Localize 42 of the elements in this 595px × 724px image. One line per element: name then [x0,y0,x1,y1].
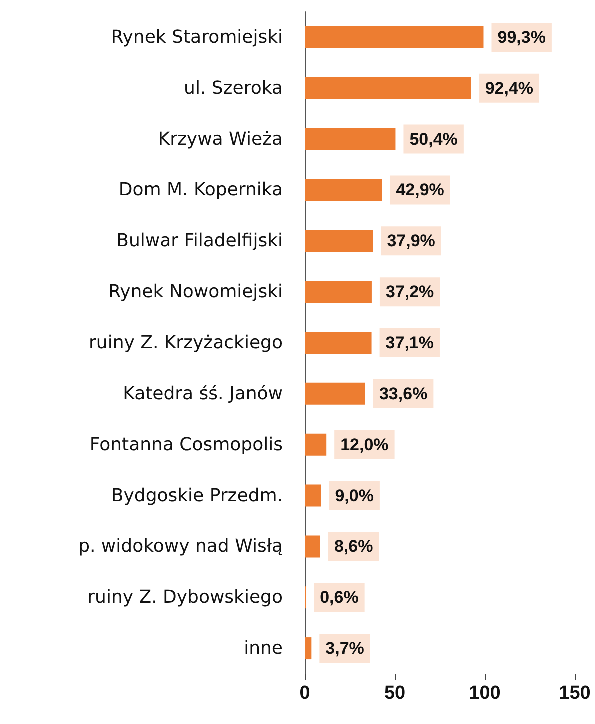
y-tick-label: ruiny Z. Dybowskiego [88,587,283,608]
data-label: 9,0% [335,486,374,506]
data-label: 3,7% [326,639,364,658]
data-label: 37,9% [387,232,436,251]
y-tick-label: p. widokowy nad Wisłą [78,536,283,558]
y-tick-label: Rynek Nowomiejski [108,282,283,303]
y-tick-label: ul. Szeroka [184,78,283,99]
data-label: 37,2% [386,282,434,302]
bar [305,281,372,304]
bar [305,77,472,100]
y-tick-label: Bulwar Filadelfijski [116,230,283,252]
y-tick-label: Bydgoskie Przedm. [111,485,283,506]
x-tick-label: 0 [300,683,310,704]
y-tick-label: Rynek Staromiejski [111,26,283,48]
bar [305,484,322,507]
bar [305,382,366,405]
x-tick-label: 100 [469,683,501,704]
y-tick-label: Dom M. Kopernika [118,180,283,201]
data-label: 99,3% [498,28,546,47]
bar [305,128,396,150]
data-label: 42,9% [396,180,444,200]
bar [305,179,382,202]
data-label: 50,4% [410,130,458,149]
bar [305,332,372,354]
y-tick-label: ruiny Z. Krzyżackiego [89,332,283,354]
data-label: 33,6% [379,384,428,404]
bar [305,230,374,252]
y-tick-label: Fontanna Cosmopolis [90,434,283,456]
data-label: 8,6% [334,537,374,556]
bar [305,26,484,48]
x-tick-label: 150 [559,683,591,704]
y-tick-label: inne [244,638,283,660]
data-label: 92,4% [485,78,534,98]
bar [305,536,320,558]
data-label: 12,0% [340,435,389,454]
bar [305,434,327,456]
data-label: 37,1% [386,334,434,352]
data-label: 0,6% [320,588,359,608]
y-tick-label: Krzywa Wieża [158,128,283,150]
bar [305,638,312,660]
x-tick-label: 50 [384,683,406,704]
y-tick-label: Katedra śś. Janów [123,383,283,404]
